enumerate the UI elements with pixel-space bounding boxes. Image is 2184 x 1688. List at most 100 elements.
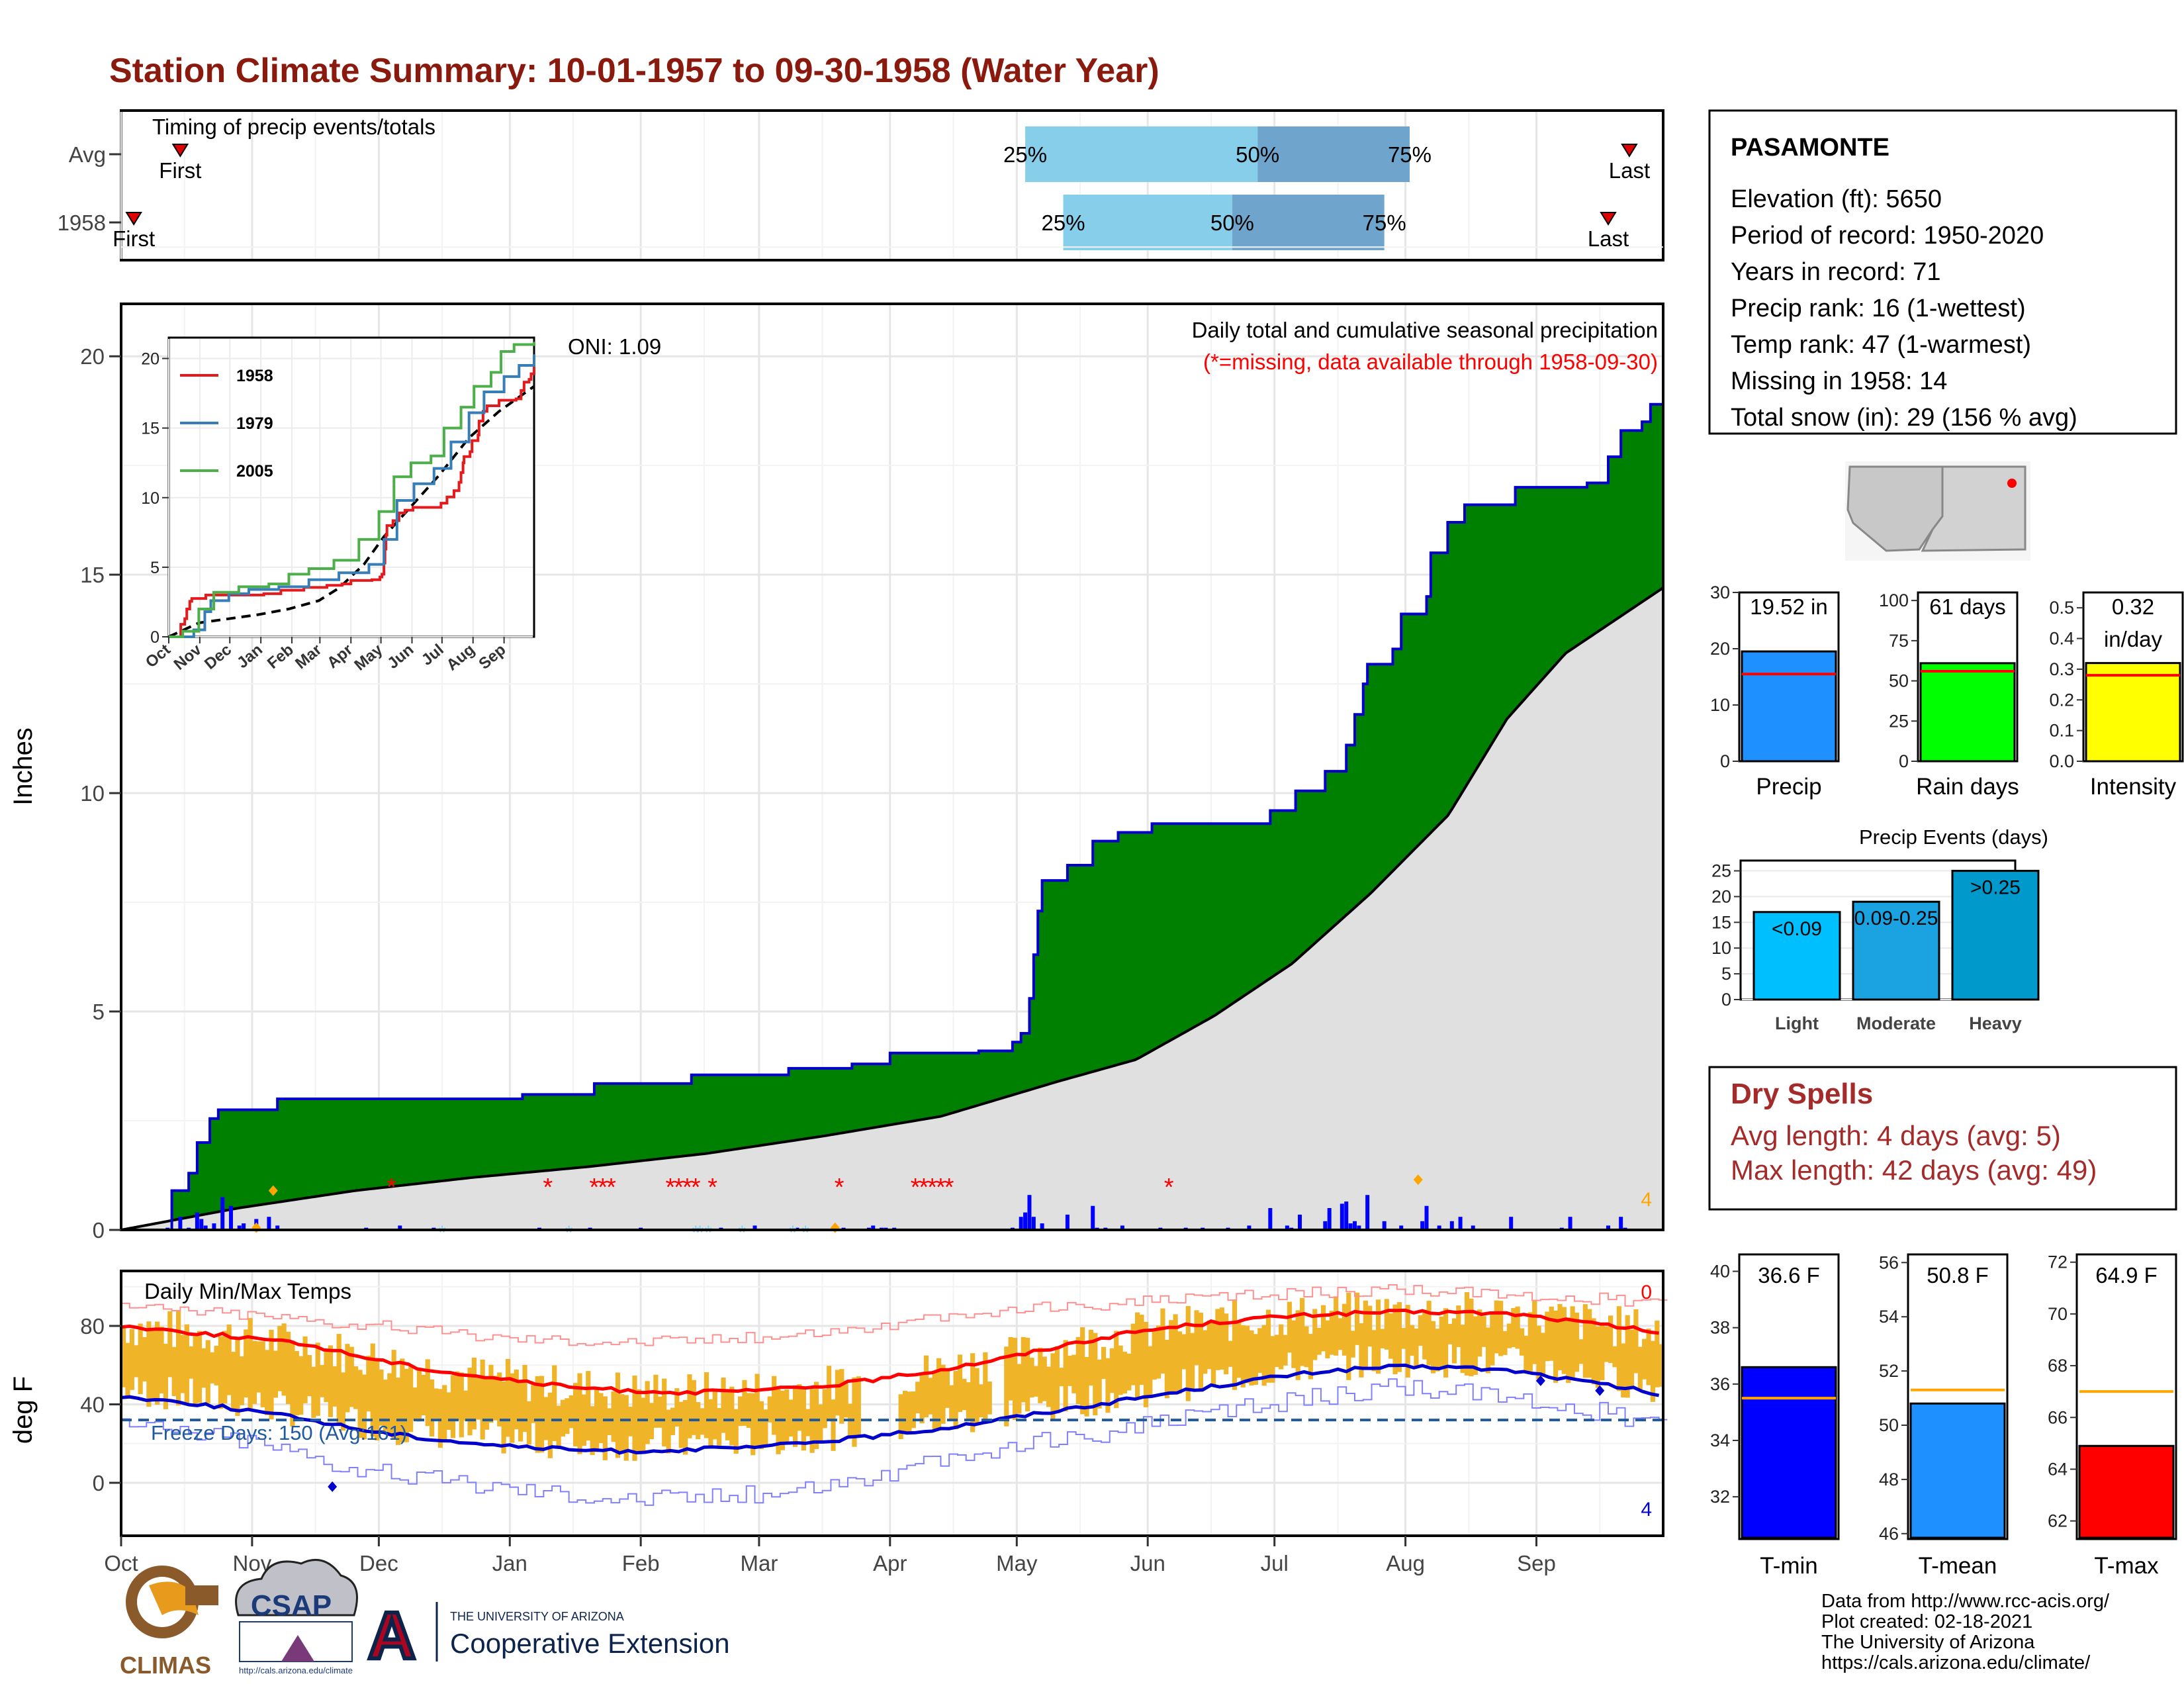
daily-temp-bar	[522, 1364, 527, 1432]
daily-temp-bar	[1621, 1343, 1626, 1397]
daily-precip-bar	[1327, 1208, 1332, 1230]
avg-max-line	[120, 1308, 1659, 1396]
daily-temp-bar	[1029, 1358, 1034, 1398]
daily-temp-bar	[983, 1352, 988, 1422]
daily-temp-bar	[835, 1370, 841, 1416]
daily-temp-bar	[391, 1350, 396, 1440]
daily-temp-bar	[1515, 1306, 1520, 1349]
daily-temp-bar	[1312, 1309, 1318, 1360]
temp-bar-t-min	[1741, 1366, 1837, 1539]
events-title: Precip Events (days)	[1859, 825, 2048, 849]
daily-temp-bar	[1012, 1337, 1018, 1421]
daily-temp-bar	[226, 1324, 232, 1395]
daily-temp-bar	[923, 1355, 929, 1418]
daily-temp-bar	[1519, 1328, 1525, 1356]
daily-temp-bar	[1054, 1346, 1060, 1413]
daily-temp-bar	[1232, 1299, 1238, 1390]
daily-temp-bar	[953, 1371, 958, 1430]
credit-line: Data from http://www.rcc-acis.org/	[1821, 1591, 2110, 1612]
daily-temp-bar	[678, 1401, 684, 1448]
daily-temp-bar	[784, 1389, 790, 1445]
precip-title: Daily total and cumulative seasonal prec…	[1192, 318, 1658, 342]
daily-temp-bar	[298, 1356, 304, 1415]
inset-series-1979	[169, 354, 535, 638]
freeze-days-text: Freeze Days: 150 (Avg:161)	[151, 1421, 407, 1444]
daily-temp-bar	[1126, 1353, 1132, 1391]
daily-temp-bar	[1655, 1321, 1660, 1387]
daily-precip-bar	[1449, 1221, 1454, 1230]
snow-mark: *	[692, 1222, 700, 1244]
daily-temp-bar	[586, 1371, 591, 1441]
daily-temp-bar	[987, 1382, 992, 1415]
daily-temp-bar	[514, 1369, 519, 1430]
record-min-line	[121, 1378, 1668, 1506]
temp-bar-t-max-ytick: 68	[2048, 1356, 2068, 1376]
daily-temp-bar	[666, 1409, 671, 1454]
ua-small-text: THE UNIVERSITY OF ARIZONA	[450, 1610, 624, 1623]
daily-temp-bar	[159, 1327, 164, 1393]
daily-temp-bar	[404, 1368, 409, 1442]
daily-temp-bar	[484, 1376, 490, 1430]
daily-temp-bar	[1198, 1313, 1203, 1392]
daily-temp-bar	[1139, 1315, 1144, 1385]
daily-temp-bar	[1114, 1331, 1119, 1409]
daily-temp-bar	[155, 1321, 160, 1405]
inset-ytick-label: 10	[141, 489, 159, 508]
missing-data-mark: *	[590, 1174, 600, 1201]
temp-bar-t-mean-ytick: 46	[1879, 1524, 1899, 1544]
daily-temp-bar	[345, 1344, 350, 1413]
events-bar-moderate-range: 0.09-0.25	[1854, 908, 1938, 929]
mini-bar-precip-ytick: 0	[1720, 751, 1730, 771]
daily-temp-bar	[1346, 1292, 1351, 1380]
daily-temp-bar	[1587, 1309, 1592, 1378]
daily-precip-bar	[1344, 1201, 1349, 1230]
daily-temp-bar	[1185, 1306, 1191, 1401]
events-ytick: 25	[1711, 861, 1731, 881]
month-label: Mar	[740, 1551, 778, 1575]
daily-temp-bar	[379, 1369, 384, 1426]
precip-events-chart: Precip Events (days) 0 5 10 15 20 25 <0.09 Ligh…	[1711, 825, 2048, 1033]
events-bar-moderate-label: Moderate	[1856, 1013, 1936, 1033]
daily-temp-bar	[1350, 1331, 1355, 1358]
inset-legend-1979: 1979	[236, 414, 273, 433]
daily-temp-bar	[1578, 1339, 1584, 1364]
missing-data-mark: *	[598, 1174, 608, 1201]
daily-temp-bar	[691, 1380, 696, 1435]
location-map	[1845, 461, 2030, 561]
daily-temp-bar	[1190, 1333, 1195, 1389]
avg-min-line	[120, 1363, 1660, 1455]
daily-temp-bar	[294, 1350, 299, 1416]
daily-temp-bar	[433, 1388, 439, 1419]
daily-temp-bar	[526, 1401, 532, 1445]
daily-temp-bar	[277, 1325, 283, 1391]
daily-temp-bar	[235, 1338, 240, 1417]
events-bar-moderate	[1852, 900, 1940, 1001]
events-bar-light-range: <0.09	[1772, 918, 1822, 940]
daily-temp-bar	[1608, 1315, 1614, 1364]
daily-temp-bar	[248, 1318, 253, 1410]
credits: Data from http://www.rcc-acis.org/Plot c…	[1821, 1591, 2110, 1673]
daily-precip-bar	[871, 1225, 876, 1230]
daily-temp-bar	[598, 1393, 604, 1444]
temp-bar-t-min-ytick: 40	[1710, 1262, 1730, 1282]
daily-temp-bar	[163, 1343, 169, 1409]
daily-temp-bar	[1017, 1364, 1022, 1414]
daily-temp-bar	[1084, 1356, 1089, 1417]
station-info-line: Elevation (ft): 5650	[1731, 185, 1942, 213]
daily-temp-bar	[408, 1366, 414, 1432]
temp-bar-t-min-label: T-min	[1760, 1553, 1818, 1579]
missing-data-mark: *	[665, 1174, 675, 1201]
station-info-line: Years in record: 71	[1731, 258, 1941, 286]
daily-precip-bar	[199, 1219, 204, 1230]
climas-text: CLIMAS	[120, 1652, 211, 1679]
event-mark	[268, 1185, 278, 1196]
timing-1958-box-upper	[1232, 195, 1385, 250]
daily-temp-bar	[547, 1392, 553, 1458]
daily-temp-bar	[1494, 1300, 1499, 1354]
daily-temp-bar	[1633, 1309, 1639, 1374]
daily-temp-bar	[1422, 1309, 1428, 1360]
daily-temp-bar	[932, 1372, 937, 1432]
temp-bar-t-mean-ytick: 52	[1879, 1361, 1899, 1381]
daily-temp-bar	[395, 1378, 401, 1445]
